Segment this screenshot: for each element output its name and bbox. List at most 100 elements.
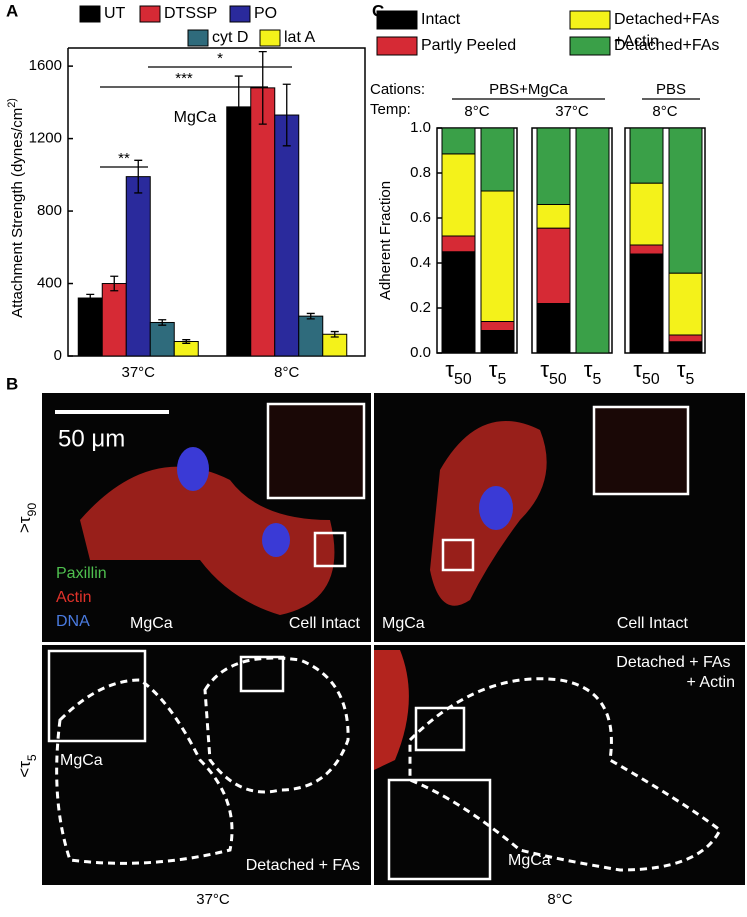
temp-label: 8°C [464,103,489,120]
y-tick-label: 1200 [29,130,62,147]
stacked-bar [441,235,476,253]
state-label: Cell Intact [289,615,361,632]
error-bar [158,319,167,326]
error-bar [258,50,267,125]
error-bar [110,275,119,292]
stain-label: Actin [56,589,92,606]
state-label: Detached + FAs [246,857,360,874]
bar [125,176,151,357]
x-tick-label: 37°C [121,364,155,381]
bar [250,87,276,357]
legend-swatch [139,5,161,23]
stacked-bar [441,251,476,354]
legend-label: DTSSP [164,5,217,22]
condition-label: MgCa [382,615,425,632]
stacked-bar [480,330,515,354]
y-tick-label: 0.2 [410,299,431,316]
stain-label: Paxillin [56,565,107,582]
bar [149,321,175,357]
y-tick-label: 1.0 [410,119,431,136]
column-label: 8°C [547,891,572,908]
panel-letter: A [6,1,18,20]
legend-swatch [229,5,251,23]
stacked-bar [536,204,571,229]
condition-label: MgCa [130,615,173,632]
legend-swatch [569,10,611,30]
stacked-bar [668,334,703,343]
error-bar [306,312,315,320]
legend-label: Detached+FAs [614,37,719,54]
legend-swatch [259,29,281,47]
bar [226,106,252,357]
micrographs [42,393,745,885]
y-tick-label: 0.6 [410,209,431,226]
temp-label: 37°C [555,103,589,120]
error-bar [182,339,191,344]
stacked-bar [536,303,571,354]
legend-label: lat A [284,29,315,46]
legend-swatch [376,10,418,30]
bar [298,315,324,357]
stacked-bar [441,127,476,155]
stacked-bar [629,182,664,246]
bar [101,283,127,357]
stacked-bar [536,227,571,304]
error-bar [234,75,243,139]
x-tick-label: τ50 [445,357,472,388]
stacked-bar [668,341,703,354]
significance-label: * [217,50,223,67]
y-tick-label: 400 [37,274,62,291]
error-bar [330,330,339,338]
temp-label: 8°C [652,103,677,120]
y-tick-label: 1600 [29,57,62,74]
y-axis-label: Adherent Fraction [377,181,394,300]
legend-label: Intact [421,11,461,28]
legend-label: Detached+FAs +Actin [614,11,724,50]
y-tick-label: 0 [54,347,62,364]
legend-label: cyt D [212,29,248,46]
panel-letter: B [6,374,18,393]
x-tick-label: 8°C [274,364,299,381]
stacked-bar [629,127,664,184]
y-tick-label: 800 [37,202,62,219]
legend-swatch [79,5,101,23]
state-label: Detached + FAs + Actin [616,654,735,691]
legend-label: Partly Peeled [421,37,516,54]
y-tick-label: 0.4 [410,254,431,271]
stacked-bar [575,127,610,354]
x-tick-label: τ5 [584,357,602,388]
legend-swatch [569,36,611,56]
stacked-bar [441,153,476,237]
row-label: >τ90 [15,503,39,533]
axis-frame [436,127,518,354]
legend-swatch [187,29,209,47]
error-bar [282,83,291,147]
significance-label: ** [118,150,130,167]
bar [274,114,300,357]
axis-frame [531,127,613,354]
stain-label: DNA [56,613,90,630]
scale-bar-label: 50 μm [58,425,125,452]
stacked-bar [480,190,515,322]
condition-label: MgCa [60,752,103,769]
header-label: Temp: [370,101,411,118]
stacked-bar [629,253,664,354]
x-tick-label: τ5 [489,357,507,388]
x-tick-label: τ5 [677,357,695,388]
condition-label: MgCa [508,852,551,869]
legend-swatch [376,36,418,56]
significance-label: *** [175,70,193,87]
legend-label: PO [254,5,277,22]
bar [77,297,103,357]
row-label: <τ5 [15,754,39,778]
stacked-bar [668,272,703,336]
header-label: Cations: [370,81,425,98]
state-label: Cell Intact [617,615,689,632]
cations-label: PBS [656,81,686,98]
column-label: 37°C [196,891,230,908]
x-tick-label: τ50 [540,357,567,388]
y-tick-label: 0.0 [410,344,431,361]
cations-label: PBS+MgCa [489,81,568,98]
legend-label: UT [104,5,126,22]
